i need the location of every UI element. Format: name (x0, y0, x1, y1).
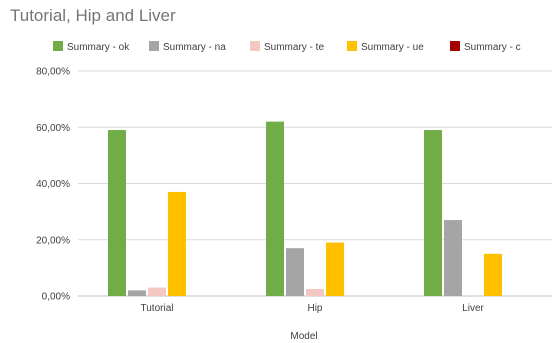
legend-swatch (250, 41, 260, 51)
legend-label: Summary - ok (67, 42, 130, 53)
x-tick-label: Tutorial (141, 303, 174, 314)
y-tick-label: 0,00% (42, 292, 70, 303)
gridlines (78, 70, 552, 297)
legend-label: Summary - c (464, 42, 521, 53)
chart-legend: Summary - ok Summary - na Summary - te Summ… (53, 41, 521, 53)
bar (168, 191, 186, 296)
bar (108, 130, 126, 296)
chart-title: Tutorial, Hip and Liver (10, 6, 176, 25)
legend-label: Summary - na (163, 42, 226, 53)
y-axis-ticks: 0,00% 20,00% 40,00% 60,00% 80,00% (36, 67, 70, 303)
bar (424, 130, 442, 296)
y-tick-label: 40,00% (36, 179, 70, 190)
bar (128, 290, 146, 296)
bar (286, 248, 304, 296)
x-tick-label: Hip (307, 303, 322, 314)
bars (108, 121, 502, 296)
bar (444, 220, 462, 296)
bar (148, 287, 166, 296)
legend-swatch (53, 41, 63, 51)
x-tick-label: Liver (462, 303, 484, 314)
legend-swatch (347, 41, 357, 51)
bar (326, 242, 344, 296)
legend-swatch (450, 41, 460, 51)
y-tick-label: 80,00% (36, 67, 70, 78)
legend-swatch (149, 41, 159, 51)
legend-label: Summary - ue (361, 42, 424, 53)
bar (306, 288, 324, 296)
bar (266, 121, 284, 296)
x-axis-ticks: Tutorial Hip Liver (141, 303, 485, 314)
bar (484, 253, 502, 296)
y-tick-label: 20,00% (36, 235, 70, 246)
legend-label: Summary - te (264, 42, 324, 53)
x-axis-label: Model (290, 331, 317, 342)
y-tick-label: 60,00% (36, 123, 70, 134)
